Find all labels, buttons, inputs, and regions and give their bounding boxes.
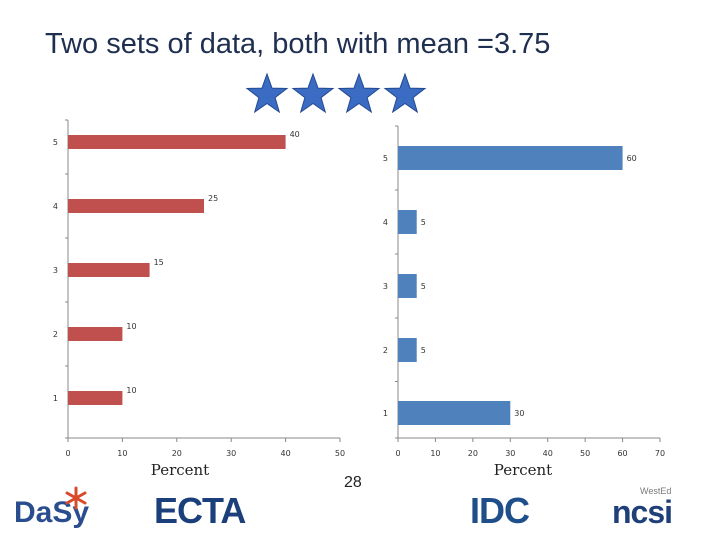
right-data-label: 5 bbox=[421, 218, 426, 227]
right-x-axis-title: Percent bbox=[494, 461, 552, 479]
left-bar-2 bbox=[68, 327, 123, 341]
right-x-tick-label: 50 bbox=[580, 449, 590, 458]
right-x-tick-label: 70 bbox=[655, 449, 665, 458]
right-category-label: 5 bbox=[383, 154, 388, 163]
left-bar-3 bbox=[68, 263, 150, 277]
left-data-label: 25 bbox=[208, 194, 218, 203]
footer-logos: DaSy ECTA IDC WestEd ncsi bbox=[0, 478, 720, 540]
right-bar-chart: 0 10 20 30 40 50 60 70 5 60 4 5 3 5 2 5 1 30 Percent bbox=[383, 125, 665, 479]
right-x-tick-label: 20 bbox=[468, 449, 478, 458]
right-data-label: 30 bbox=[514, 409, 524, 418]
left-x-tick-label: 20 bbox=[172, 449, 182, 458]
left-x-tick-label: 30 bbox=[226, 449, 236, 458]
right-category-label: 3 bbox=[383, 282, 388, 291]
stars-row bbox=[245, 72, 427, 114]
right-category-label: 1 bbox=[383, 409, 388, 418]
right-bar-1 bbox=[398, 401, 511, 425]
left-category-label: 5 bbox=[53, 138, 58, 147]
dasy-asterisk-icon bbox=[65, 486, 87, 510]
left-bar-1 bbox=[68, 391, 123, 405]
left-x-tick-label: 0 bbox=[65, 449, 70, 458]
star-icon bbox=[383, 72, 427, 114]
left-x-tick-label: 40 bbox=[281, 449, 291, 458]
ecta-logo: ECTA bbox=[154, 490, 246, 531]
right-x-tick-label: 0 bbox=[395, 449, 400, 458]
star-icon bbox=[245, 72, 289, 114]
left-data-label: 10 bbox=[126, 322, 136, 331]
left-data-label: 40 bbox=[290, 130, 300, 139]
left-category-label: 2 bbox=[53, 330, 58, 339]
ncsi-logo: ncsi bbox=[612, 494, 673, 530]
star-icon bbox=[337, 72, 381, 114]
right-bar-5 bbox=[398, 146, 623, 170]
left-bar-chart: 0 10 20 30 40 50 5 40 4 25 3 15 2 10 1 10 Percent bbox=[53, 119, 345, 479]
left-category-label: 1 bbox=[53, 394, 58, 403]
left-x-tick-label: 10 bbox=[117, 449, 127, 458]
left-data-label: 15 bbox=[154, 258, 164, 267]
right-bar-3 bbox=[398, 274, 417, 298]
right-bar-4 bbox=[398, 210, 417, 234]
ncsi-wested-label: WestEd bbox=[640, 486, 672, 496]
right-x-tick-label: 30 bbox=[505, 449, 515, 458]
idc-logo: IDC bbox=[470, 490, 530, 531]
right-data-label: 60 bbox=[627, 154, 637, 163]
left-x-axis-title: Percent bbox=[151, 461, 209, 479]
slide-title: Two sets of data, both with mean =3.75 bbox=[45, 28, 551, 60]
right-data-label: 5 bbox=[421, 346, 426, 355]
right-x-tick-label: 60 bbox=[617, 449, 627, 458]
page-number: 28 bbox=[344, 474, 362, 491]
left-data-label: 10 bbox=[126, 386, 136, 395]
right-x-tick-label: 40 bbox=[543, 449, 553, 458]
right-data-label: 5 bbox=[421, 282, 426, 291]
left-category-label: 3 bbox=[53, 266, 58, 275]
left-bar-5 bbox=[68, 135, 286, 149]
star-icon bbox=[291, 72, 335, 114]
left-category-label: 4 bbox=[53, 202, 58, 211]
left-x-tick-label: 50 bbox=[335, 449, 345, 458]
right-category-label: 2 bbox=[383, 346, 388, 355]
right-x-tick-label: 10 bbox=[430, 449, 440, 458]
left-bar-4 bbox=[68, 199, 204, 213]
right-bar-2 bbox=[398, 338, 417, 362]
right-category-label: 4 bbox=[383, 218, 388, 227]
